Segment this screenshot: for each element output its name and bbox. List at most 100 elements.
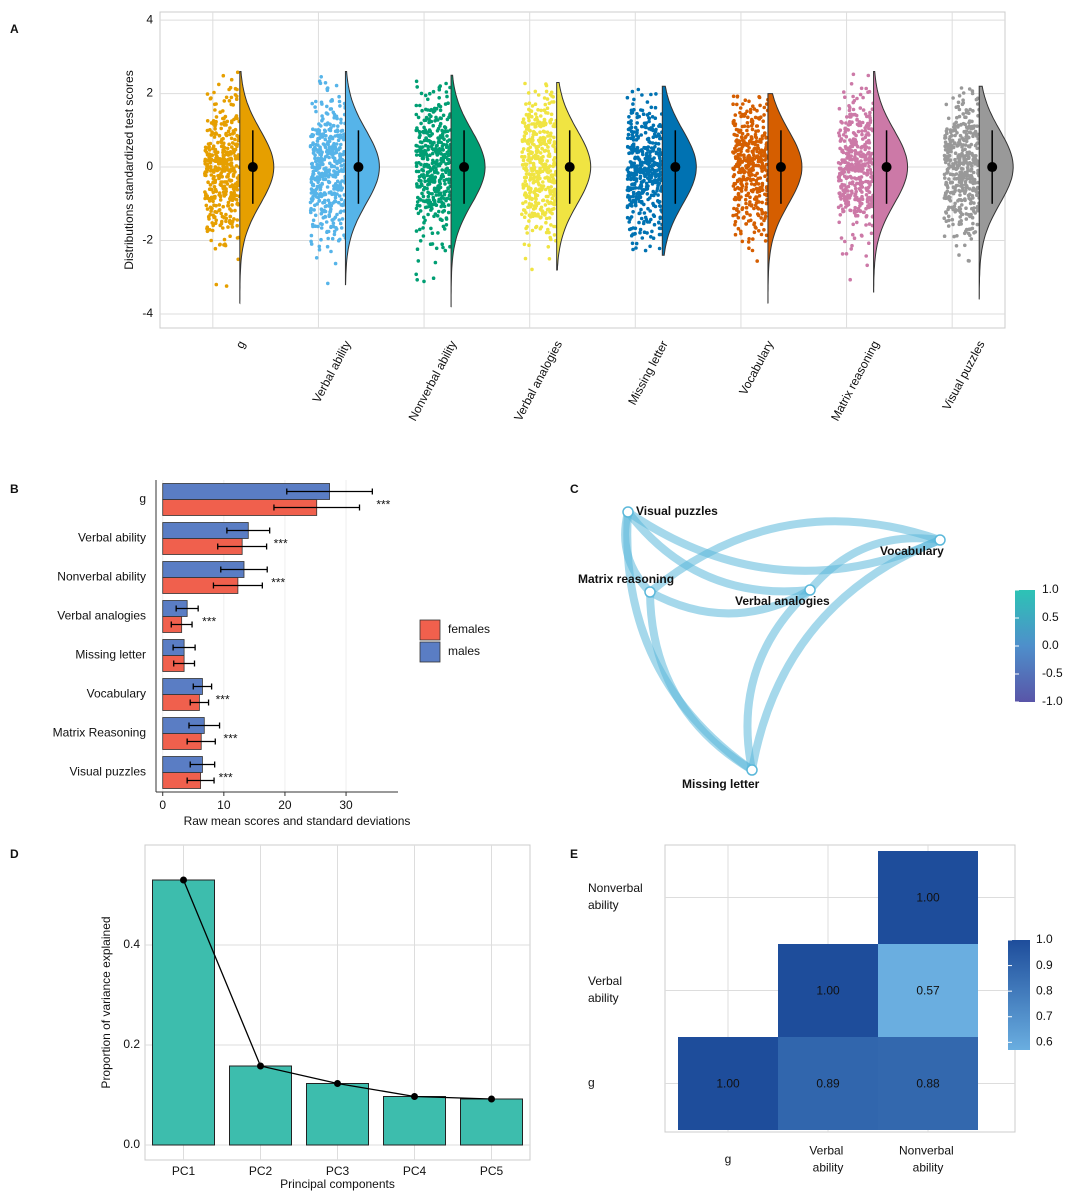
half-violin bbox=[767, 93, 803, 304]
panel-label: D bbox=[10, 847, 19, 861]
edge bbox=[646, 591, 755, 774]
panel-label: A bbox=[10, 22, 19, 36]
jitter-points bbox=[203, 70, 242, 288]
y-tick-label: Nonverbal ability bbox=[57, 570, 146, 584]
node bbox=[746, 764, 758, 776]
y-axis-label: Distributions standardized test scores bbox=[122, 70, 136, 269]
half-violin bbox=[344, 70, 380, 286]
node-label: Verbal analogies bbox=[735, 594, 830, 608]
colorbar-label: 0.7 bbox=[1036, 1009, 1053, 1023]
cell-label: 1.00 bbox=[716, 1077, 740, 1091]
cell-label: 0.89 bbox=[816, 1077, 840, 1091]
cell bbox=[878, 1037, 978, 1130]
annotation: *** bbox=[219, 771, 233, 785]
node bbox=[804, 584, 816, 596]
x-tick-label: Visual puzzles bbox=[939, 338, 987, 412]
jitter-points bbox=[731, 94, 770, 263]
node-label: Visual puzzles bbox=[636, 504, 718, 518]
cell-label: 1.00 bbox=[816, 984, 840, 998]
node-label: Vocabulary bbox=[880, 544, 944, 558]
jitter-points bbox=[942, 86, 981, 263]
edge bbox=[624, 509, 811, 596]
x-axis-label: Principal components bbox=[280, 1177, 395, 1191]
legend-label: males bbox=[448, 644, 480, 658]
annotation: *** bbox=[202, 615, 216, 629]
x-tick-label: PC2 bbox=[249, 1164, 273, 1178]
cell bbox=[878, 851, 978, 944]
x-tick-label: Missing letter bbox=[625, 338, 671, 407]
annotation: *** bbox=[376, 498, 390, 512]
node-label: Matrix reasoning bbox=[578, 572, 674, 586]
error-bar bbox=[170, 621, 193, 628]
annotation: *** bbox=[224, 732, 238, 746]
error-bar bbox=[173, 660, 196, 667]
x-tick-label: g bbox=[725, 1152, 732, 1166]
y-tick-label: g bbox=[588, 1076, 595, 1090]
jitter-points bbox=[308, 75, 348, 286]
y-tick-label: Verbal analogies bbox=[57, 609, 146, 623]
bar bbox=[152, 879, 215, 1146]
edge bbox=[647, 517, 942, 596]
panel-label: C bbox=[570, 482, 579, 496]
y-tick-label: Vocabulary bbox=[87, 687, 146, 701]
y-tick-label: 0.2 bbox=[123, 1037, 140, 1051]
colorbar-label: 0.6 bbox=[1036, 1034, 1053, 1048]
cell bbox=[878, 944, 978, 1037]
mean-dot bbox=[881, 162, 892, 173]
legend-label: females bbox=[448, 622, 490, 636]
colorbar-label: -1.0 bbox=[1042, 694, 1063, 708]
x-tick-label: g bbox=[233, 338, 249, 350]
colorbar bbox=[1015, 590, 1035, 702]
error-bar bbox=[189, 761, 216, 768]
annotation: *** bbox=[274, 537, 288, 551]
half-violin bbox=[556, 81, 592, 271]
point bbox=[257, 1062, 264, 1070]
x-tick-label: PC3 bbox=[326, 1164, 350, 1178]
error-bar bbox=[186, 738, 216, 745]
legend-swatch bbox=[419, 641, 441, 663]
node-label: Missing letter bbox=[682, 777, 760, 791]
half-violin bbox=[450, 74, 486, 308]
point bbox=[180, 876, 187, 884]
x-tick-label: PC5 bbox=[480, 1164, 504, 1178]
jitter-points bbox=[414, 79, 453, 284]
colorbar-label: 1.0 bbox=[1036, 932, 1053, 946]
colorbar bbox=[1008, 940, 1030, 1050]
bar bbox=[383, 1096, 446, 1146]
error-bar bbox=[273, 504, 361, 511]
error-bar bbox=[220, 566, 268, 573]
error-bar bbox=[186, 777, 215, 784]
panel-label: B bbox=[10, 482, 19, 496]
error-bar bbox=[175, 605, 199, 612]
half-violin bbox=[978, 85, 1014, 300]
y-tick-label: g bbox=[139, 492, 146, 506]
cell-label: 1.00 bbox=[916, 891, 940, 905]
half-violin bbox=[873, 70, 909, 293]
jitter-points bbox=[625, 87, 664, 253]
half-violin bbox=[239, 70, 275, 305]
error-bar bbox=[172, 644, 196, 651]
cell-label: 0.57 bbox=[916, 984, 940, 998]
cell bbox=[778, 944, 878, 1037]
error-bar bbox=[188, 722, 221, 729]
error-bar bbox=[192, 683, 213, 690]
x-tick-label: PC4 bbox=[403, 1164, 427, 1178]
y-tick-label: Verbal ability bbox=[588, 974, 625, 1005]
x-tick-label: Verbal ability bbox=[809, 1144, 846, 1175]
error-bar bbox=[286, 488, 373, 495]
colorbar-label: 0.8 bbox=[1036, 983, 1053, 997]
colorbar-label: -0.5 bbox=[1042, 666, 1063, 680]
x-tick-label: Nonverbal ability bbox=[405, 338, 459, 423]
mean-dot bbox=[247, 162, 258, 173]
colorbar-label: 0.0 bbox=[1042, 638, 1059, 652]
error-bar bbox=[189, 699, 210, 706]
y-tick-label: 0.0 bbox=[123, 1137, 140, 1151]
x-tick-label: PC1 bbox=[172, 1164, 196, 1178]
y-tick-label: Verbal ability bbox=[78, 531, 146, 545]
point bbox=[411, 1093, 418, 1100]
mean-dot bbox=[353, 162, 364, 173]
mean-dot bbox=[564, 162, 575, 173]
error-bar bbox=[212, 582, 263, 589]
mean-dot bbox=[670, 162, 681, 173]
